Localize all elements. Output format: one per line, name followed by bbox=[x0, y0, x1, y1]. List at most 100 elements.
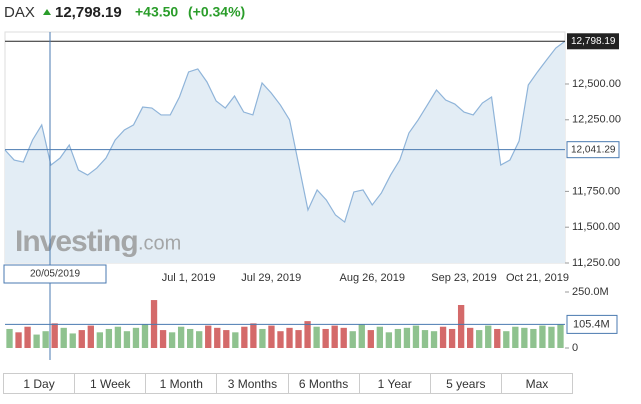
y-tick-label: 12,250.00 bbox=[572, 114, 621, 126]
volume-bar bbox=[467, 327, 474, 348]
volume-bar bbox=[223, 330, 230, 348]
last-price: 12,798.19 bbox=[55, 4, 122, 21]
volume-bar bbox=[430, 331, 438, 348]
volume-bar bbox=[485, 325, 492, 348]
volume-bar bbox=[259, 328, 266, 348]
volume-bar bbox=[521, 327, 528, 348]
change-pct: (+0.34%) bbox=[188, 4, 245, 20]
volume-bar bbox=[78, 330, 85, 348]
y-tick-label: 250.0M bbox=[572, 286, 609, 298]
volume-bar bbox=[187, 328, 194, 348]
volume-bar bbox=[232, 332, 239, 348]
volume-label: 105.4M bbox=[573, 318, 610, 330]
volume-bar bbox=[268, 325, 275, 348]
area bbox=[5, 41, 565, 264]
volume-bar bbox=[457, 304, 465, 348]
volume-bar bbox=[385, 332, 393, 348]
volume-bar bbox=[331, 325, 338, 348]
volume-bar bbox=[51, 323, 58, 348]
crosshair-price-label: 12,041.29 bbox=[571, 144, 616, 155]
crosshair-date-box bbox=[3, 264, 107, 284]
volume-bar bbox=[530, 328, 537, 348]
last-price-label: 12,798.19 bbox=[571, 36, 616, 47]
volume-bar bbox=[168, 332, 176, 348]
range-button[interactable]: 1 Month bbox=[145, 373, 218, 394]
volume-bar bbox=[340, 327, 347, 348]
volume-bar bbox=[33, 334, 40, 348]
volume-bar bbox=[322, 328, 329, 348]
volume-bar bbox=[141, 324, 149, 348]
volume-bar bbox=[177, 326, 185, 348]
symbol: DAX bbox=[4, 4, 35, 21]
volume-bar bbox=[69, 333, 76, 348]
volume-bar bbox=[123, 331, 131, 348]
volume-bar bbox=[367, 330, 374, 348]
range-button[interactable]: 3 Months bbox=[216, 373, 289, 394]
volume-box bbox=[566, 314, 618, 334]
volume-bar bbox=[15, 332, 22, 348]
x-tick-label: Aug 26, 2019 bbox=[339, 272, 404, 284]
range-button[interactable]: Max bbox=[500, 373, 573, 394]
volume-bar bbox=[548, 326, 555, 348]
volume-bar bbox=[476, 330, 483, 348]
volume-bar bbox=[412, 325, 420, 348]
volume-bar bbox=[87, 325, 94, 348]
volume-bar bbox=[304, 321, 311, 348]
volume-bar bbox=[159, 330, 167, 348]
y-tick-label: 12,500.00 bbox=[572, 78, 621, 90]
range-button[interactable]: 6 Months bbox=[287, 373, 360, 394]
change: +43.50 bbox=[135, 4, 178, 20]
volume-bar bbox=[114, 326, 122, 348]
volume-bar bbox=[250, 323, 257, 348]
watermark-suffix: .com bbox=[138, 232, 181, 254]
volume-bar bbox=[376, 326, 383, 348]
last-price-box bbox=[567, 33, 619, 50]
crosshair-price-box bbox=[566, 141, 620, 159]
volume-bar bbox=[358, 324, 365, 348]
x-tick-label: Jul 29, 2019 bbox=[241, 272, 301, 284]
range-button[interactable]: 1 Week bbox=[74, 373, 147, 394]
y-tick-label: 0 bbox=[572, 342, 578, 354]
range-button[interactable]: 5 years bbox=[429, 373, 502, 394]
y-tick-label: 11,750.00 bbox=[572, 185, 620, 197]
volume-bar bbox=[539, 325, 546, 348]
volume-bar bbox=[6, 328, 13, 348]
volume-bar bbox=[394, 328, 402, 348]
range-button[interactable]: 1 Year bbox=[358, 373, 431, 394]
volume-bar bbox=[286, 327, 293, 348]
volume-bar bbox=[42, 331, 49, 348]
chart: 12,798.19 11,250.00 11,500.00 11,750.00 12,… bbox=[3, 4, 621, 360]
x-tick-label: Sep 23, 2019 bbox=[431, 272, 496, 284]
y-tick-label: 11,250.00 bbox=[572, 257, 620, 269]
volume-bar bbox=[403, 327, 411, 348]
volume-bar bbox=[205, 325, 212, 348]
volume-bar bbox=[96, 332, 103, 348]
range-button[interactable]: 1 Day bbox=[3, 373, 76, 394]
volume-bar bbox=[132, 327, 140, 348]
volume-bar bbox=[295, 330, 302, 348]
volume-bar bbox=[494, 328, 501, 348]
crosshair-date-label: 20/05/2019 bbox=[30, 269, 80, 280]
x-tick-label: Jul 1, 2019 bbox=[162, 272, 216, 284]
volume-bar bbox=[448, 328, 456, 348]
volume-bar bbox=[196, 331, 203, 348]
volume-bar bbox=[512, 326, 519, 348]
volume-bar bbox=[60, 327, 67, 348]
volume-bar bbox=[439, 326, 447, 348]
watermark: Investing bbox=[15, 225, 138, 258]
y-tick-label: 11,500.00 bbox=[572, 221, 620, 233]
up-arrow bbox=[43, 9, 51, 15]
volume-bar bbox=[313, 326, 320, 348]
x-tick-label: Oct 21, 2019 bbox=[506, 272, 569, 284]
volume-bar bbox=[277, 331, 284, 348]
volume-bar bbox=[214, 327, 221, 348]
volume-bar bbox=[421, 330, 429, 348]
volume-bar bbox=[503, 331, 510, 348]
volume-bar bbox=[105, 328, 113, 348]
volume-bar bbox=[241, 326, 248, 348]
volume-bar bbox=[24, 326, 31, 348]
volume-bar bbox=[349, 331, 356, 348]
volume-bar bbox=[557, 324, 564, 348]
price-line bbox=[4, 40, 566, 224]
